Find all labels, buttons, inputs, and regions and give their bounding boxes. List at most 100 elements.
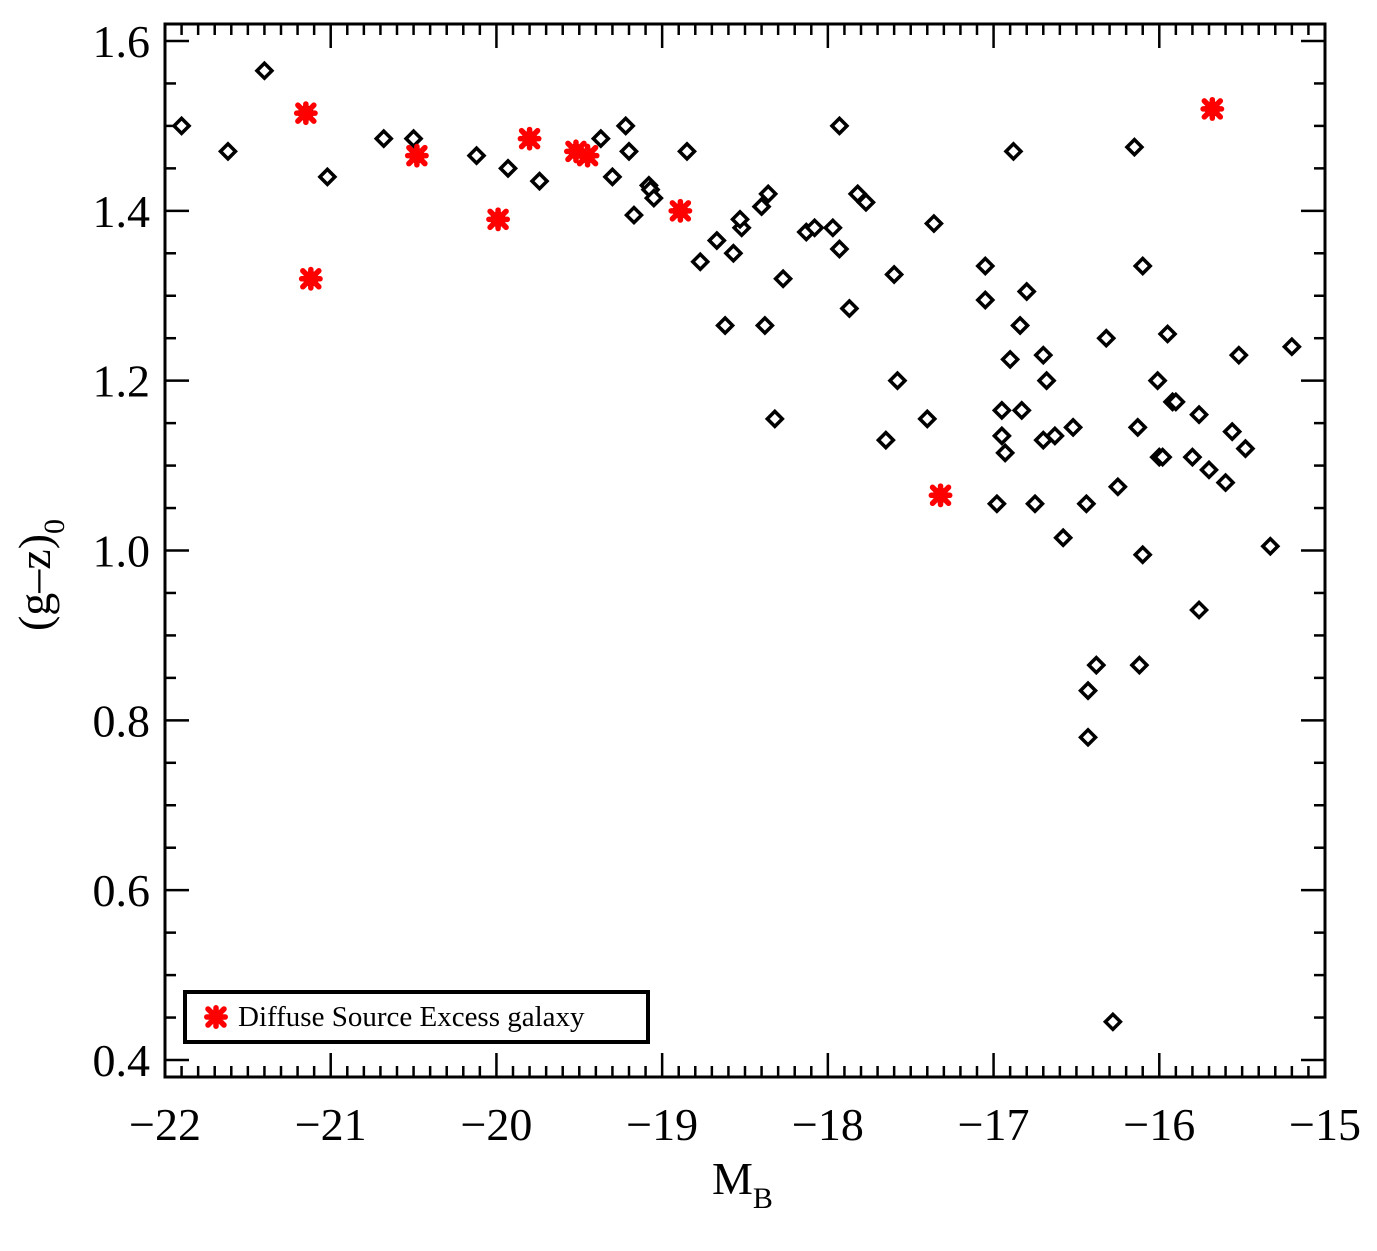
- y-tick-label: 1.0: [93, 526, 151, 577]
- data-point-diamond: [1078, 727, 1099, 748]
- data-point-diamond: [1086, 655, 1107, 676]
- x-tick-label: −20: [460, 1099, 532, 1150]
- data-point-diamond: [1000, 349, 1021, 370]
- data-point-diamond: [975, 256, 996, 276]
- data-point-diamond: [643, 188, 664, 209]
- x-tick-label: −18: [792, 1099, 864, 1150]
- data-point-red-x: [668, 198, 693, 223]
- data-point-diamond: [1078, 680, 1099, 701]
- data-point-diamond: [829, 115, 850, 136]
- data-point-diamond: [751, 196, 772, 217]
- data-point-diamond: [1129, 655, 1150, 676]
- data-point-diamond: [1063, 417, 1084, 438]
- data-point-diamond: [1152, 447, 1173, 468]
- data-point-diamond: [1165, 391, 1186, 412]
- data-point-diamond: [1025, 493, 1045, 514]
- data-point-diamond: [884, 264, 905, 285]
- data-point-red-x: [298, 266, 323, 291]
- data-point-diamond: [923, 213, 944, 234]
- data-point-diamond: [1260, 536, 1281, 557]
- data-point-diamond: [917, 408, 938, 429]
- x-axis-title: MB: [712, 1153, 773, 1215]
- plot-frame: [163, 22, 1327, 1079]
- data-point-red-x: [928, 483, 953, 508]
- data-point-diamond: [171, 115, 192, 136]
- data-point-diamond: [975, 290, 996, 310]
- data-point-diamond: [1096, 328, 1117, 349]
- y-tick-label: 0.8: [93, 695, 151, 746]
- data-point-diamond: [822, 217, 843, 238]
- data-point-diamond: [1132, 544, 1153, 565]
- data-point-diamond: [619, 141, 639, 162]
- legend-marker-symbol: [204, 1005, 228, 1029]
- data-point-red-x: [517, 126, 542, 151]
- data-point-diamond: [1044, 425, 1065, 446]
- data-point-diamond: [723, 243, 744, 264]
- data-point-diamond: [875, 430, 896, 451]
- data-point-diamond: [1157, 323, 1178, 344]
- data-point-diamond: [991, 400, 1012, 421]
- data-point-diamond: [1124, 137, 1145, 158]
- plot-border: [163, 22, 1327, 1079]
- data-point-diamond: [1189, 404, 1210, 425]
- y-tick-label: 1.4: [93, 186, 151, 237]
- data-point-diamond: [1189, 599, 1210, 620]
- y-tick-label: 1.2: [93, 356, 151, 407]
- data-point-diamond: [317, 166, 338, 187]
- x-tick-label: −17: [958, 1099, 1030, 1150]
- y-axis-title-main: (g–z): [9, 534, 60, 631]
- data-point-diamond: [839, 298, 860, 319]
- data-point-diamond: [1010, 315, 1031, 336]
- data-point-diamond: [403, 128, 424, 149]
- data-point-diamond: [1235, 438, 1256, 459]
- data-point-diamond: [1199, 459, 1219, 480]
- x-tick-label: −21: [295, 1099, 367, 1150]
- legend-box: [183, 990, 650, 1044]
- data-point-diamond: [373, 128, 394, 149]
- data-point-diamond: [1033, 345, 1054, 366]
- data-point-diamond: [991, 425, 1012, 446]
- y-tick-label: 0.4: [93, 1035, 151, 1086]
- data-point-diamond: [773, 268, 794, 289]
- data-point-diamond: [602, 166, 623, 187]
- data-point-red-x: [486, 207, 511, 232]
- data-point-red-x: [575, 143, 600, 168]
- data-point-diamond: [1036, 370, 1057, 391]
- data-point-diamond: [995, 442, 1016, 463]
- data-point-diamond: [754, 315, 775, 336]
- data-point-diamond: [1147, 370, 1168, 391]
- data-point-diamond: [855, 192, 876, 213]
- x-tick-labels: −22 −21 −20 −19 −18 −17 −16 −15: [129, 1099, 1361, 1150]
- y-tick-label: 0.6: [93, 865, 151, 916]
- data-point-diamond: [1076, 493, 1097, 514]
- data-point-diamond: [829, 239, 850, 260]
- data-point-diamond: [715, 315, 736, 336]
- data-point-red-x: [404, 143, 429, 168]
- data-point-diamond: [887, 370, 908, 391]
- data-point-diamond: [730, 209, 751, 230]
- data-point-diamond: [217, 141, 238, 162]
- x-tick-label: −15: [1289, 1099, 1361, 1150]
- data-point-diamond: [1281, 336, 1302, 357]
- data-point-diamond: [804, 217, 825, 238]
- x-tick-label: −19: [626, 1099, 698, 1150]
- data-point-diamond: [1228, 345, 1249, 366]
- data-point-diamond: [529, 171, 550, 192]
- data-point-diamond: [690, 251, 711, 272]
- data-point-red-x: [293, 101, 318, 126]
- legend-marker-red-x: [204, 1005, 228, 1029]
- legend: Diffuse Source Excess galaxy: [183, 990, 650, 1044]
- data-point-diamond: [1127, 417, 1148, 438]
- data-point-diamond: [1182, 447, 1203, 468]
- data-point-diamond: [764, 408, 785, 429]
- data-point-diamond: [1132, 256, 1153, 276]
- data-point-diamond: [1003, 141, 1024, 162]
- data-point-diamond: [1016, 281, 1037, 302]
- data-point-diamond: [466, 145, 487, 166]
- data-point-diamond: [623, 205, 644, 226]
- x-axis-title-sub: B: [753, 1182, 773, 1215]
- data-point-diamond: [254, 60, 275, 81]
- x-axis-title-main: M: [712, 1153, 753, 1204]
- data-point-diamond: [758, 183, 779, 204]
